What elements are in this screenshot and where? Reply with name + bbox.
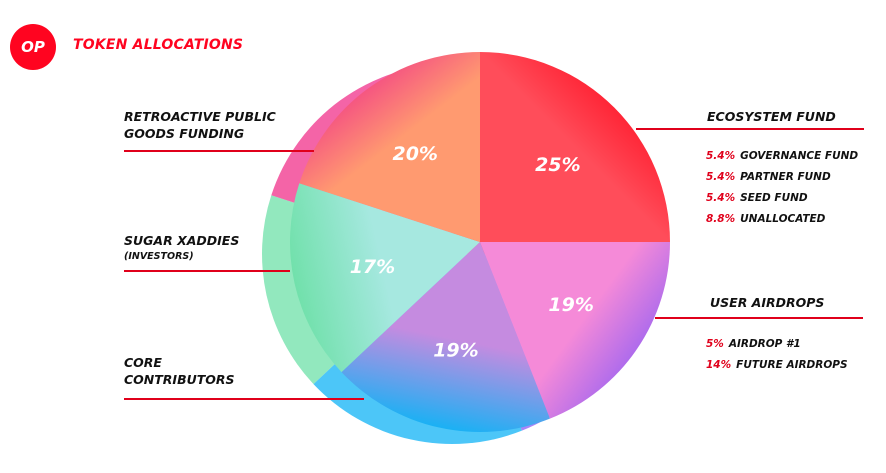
pie-slice-core-contributors [341, 242, 550, 432]
core-contributors-leader-line [124, 398, 364, 400]
sugar-xaddies-label: SUGAR XADDIES [124, 233, 240, 248]
slice-percent-label: 17% [350, 256, 395, 278]
ecosystem-fund-label: ECOSYSTEM FUND [707, 109, 836, 124]
user-airdrops-label: USER AIRDROPS [710, 295, 825, 310]
pie-slice-retroactive-public-goods-funding [299, 52, 480, 242]
breakdown-item: 5.4% SEED FUND [706, 192, 808, 204]
breakdown-item: 5.4% PARTNER FUND [706, 171, 831, 183]
user-airdrops-leader-line [655, 317, 863, 319]
pie-slice-ecosystem-fund [480, 52, 670, 242]
ecosystem-breakdown: 5.4% GOVERNANCE FUND 5.4% PARTNER FUND 5.4… [706, 146, 858, 230]
breakdown-item: 5% AIRDROP #1 [706, 338, 801, 350]
breakdown-item: 8.8% UNALLOCATED [706, 213, 826, 225]
ecosystem-fund-leader-line [636, 128, 864, 130]
slice-percent-label: 19% [433, 340, 478, 362]
slice-percent-label: 20% [392, 143, 437, 165]
breakdown-item: 5.4% GOVERNANCE FUND [706, 150, 859, 162]
slice-percent-label: 19% [548, 294, 593, 316]
sugar-xaddies-leader-line [124, 270, 290, 272]
retro-funding-label: RETROACTIVE PUBLIC GOODS FUNDING [124, 109, 276, 141]
retro-funding-leader-line [124, 150, 314, 152]
core-contributors-label: CORE CONTRIBUTORS [124, 355, 235, 387]
investors-sublabel: (INVESTORS) [124, 251, 194, 262]
slice-percent-label: 25% [535, 154, 580, 176]
breakdown-item: 14% FUTURE AIRDROPS [706, 359, 848, 371]
pie-slice-user-airdrops [480, 242, 670, 419]
op-logo: OP [10, 24, 56, 70]
pie-slice-sugar-xaddies [290, 183, 480, 373]
page-title: TOKEN ALLOCATIONS [73, 37, 244, 53]
airdrop-breakdown: 5% AIRDROP #1 14% FUTURE AIRDROPS [706, 334, 848, 376]
